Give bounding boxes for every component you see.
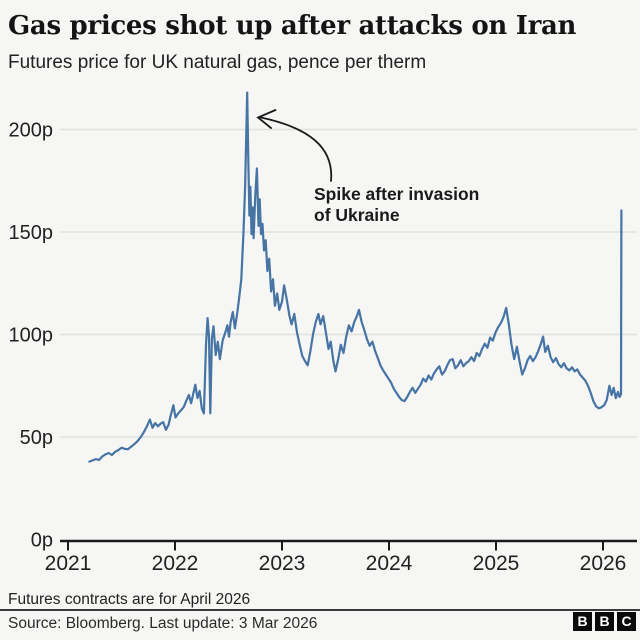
bbc-logo-letter: B xyxy=(577,613,588,629)
annotation: Spike after invasion of Ukraine xyxy=(256,109,479,225)
x-tick-label: 2022 xyxy=(152,552,199,575)
x-tick-label: 2026 xyxy=(580,552,627,575)
bbc-logo: B B C xyxy=(573,612,636,631)
x-tick-label: 2025 xyxy=(473,552,520,575)
page-title: Gas prices shot up after attacks on Iran xyxy=(8,11,577,41)
bbc-logo-letter: B xyxy=(599,613,610,629)
price-line xyxy=(88,91,623,463)
bbc-logo-block-b1: B xyxy=(573,612,592,631)
bbc-logo-block-b2: B xyxy=(595,612,614,631)
y-axis-labels: 0p 50p 100p 150p 200p xyxy=(9,120,54,552)
annotation-text-line2: of Ukraine xyxy=(314,205,400,225)
x-tick-label: 2021 xyxy=(45,552,92,575)
x-axis: 2021 2022 2023 2024 2025 2026 xyxy=(45,539,637,575)
price-series xyxy=(88,91,623,463)
footnote: Futures contracts are for April 2026 xyxy=(8,591,251,608)
annotation-arrow-curve xyxy=(260,116,333,182)
annotation-arrowhead-icon xyxy=(256,109,277,129)
x-tick-label: 2024 xyxy=(366,552,413,575)
y-tick-label: 150p xyxy=(9,222,54,244)
bbc-logo-letter: C xyxy=(621,613,632,629)
y-tick-label: 50p xyxy=(20,427,53,449)
page-subtitle: Futures price for UK natural gas, pence … xyxy=(8,52,427,73)
source-text: Source: Bloomberg. Last update: 3 Mar 20… xyxy=(8,615,318,632)
y-tick-label: 100p xyxy=(9,325,54,347)
annotation-text-line1: Spike after invasion xyxy=(314,184,479,204)
y-tick-label: 0p xyxy=(31,530,53,552)
x-tick-label: 2023 xyxy=(259,552,306,575)
divider xyxy=(0,609,640,611)
gridlines xyxy=(60,128,637,438)
bbc-logo-block-c: C xyxy=(617,612,636,631)
y-tick-label: 200p xyxy=(9,120,54,142)
